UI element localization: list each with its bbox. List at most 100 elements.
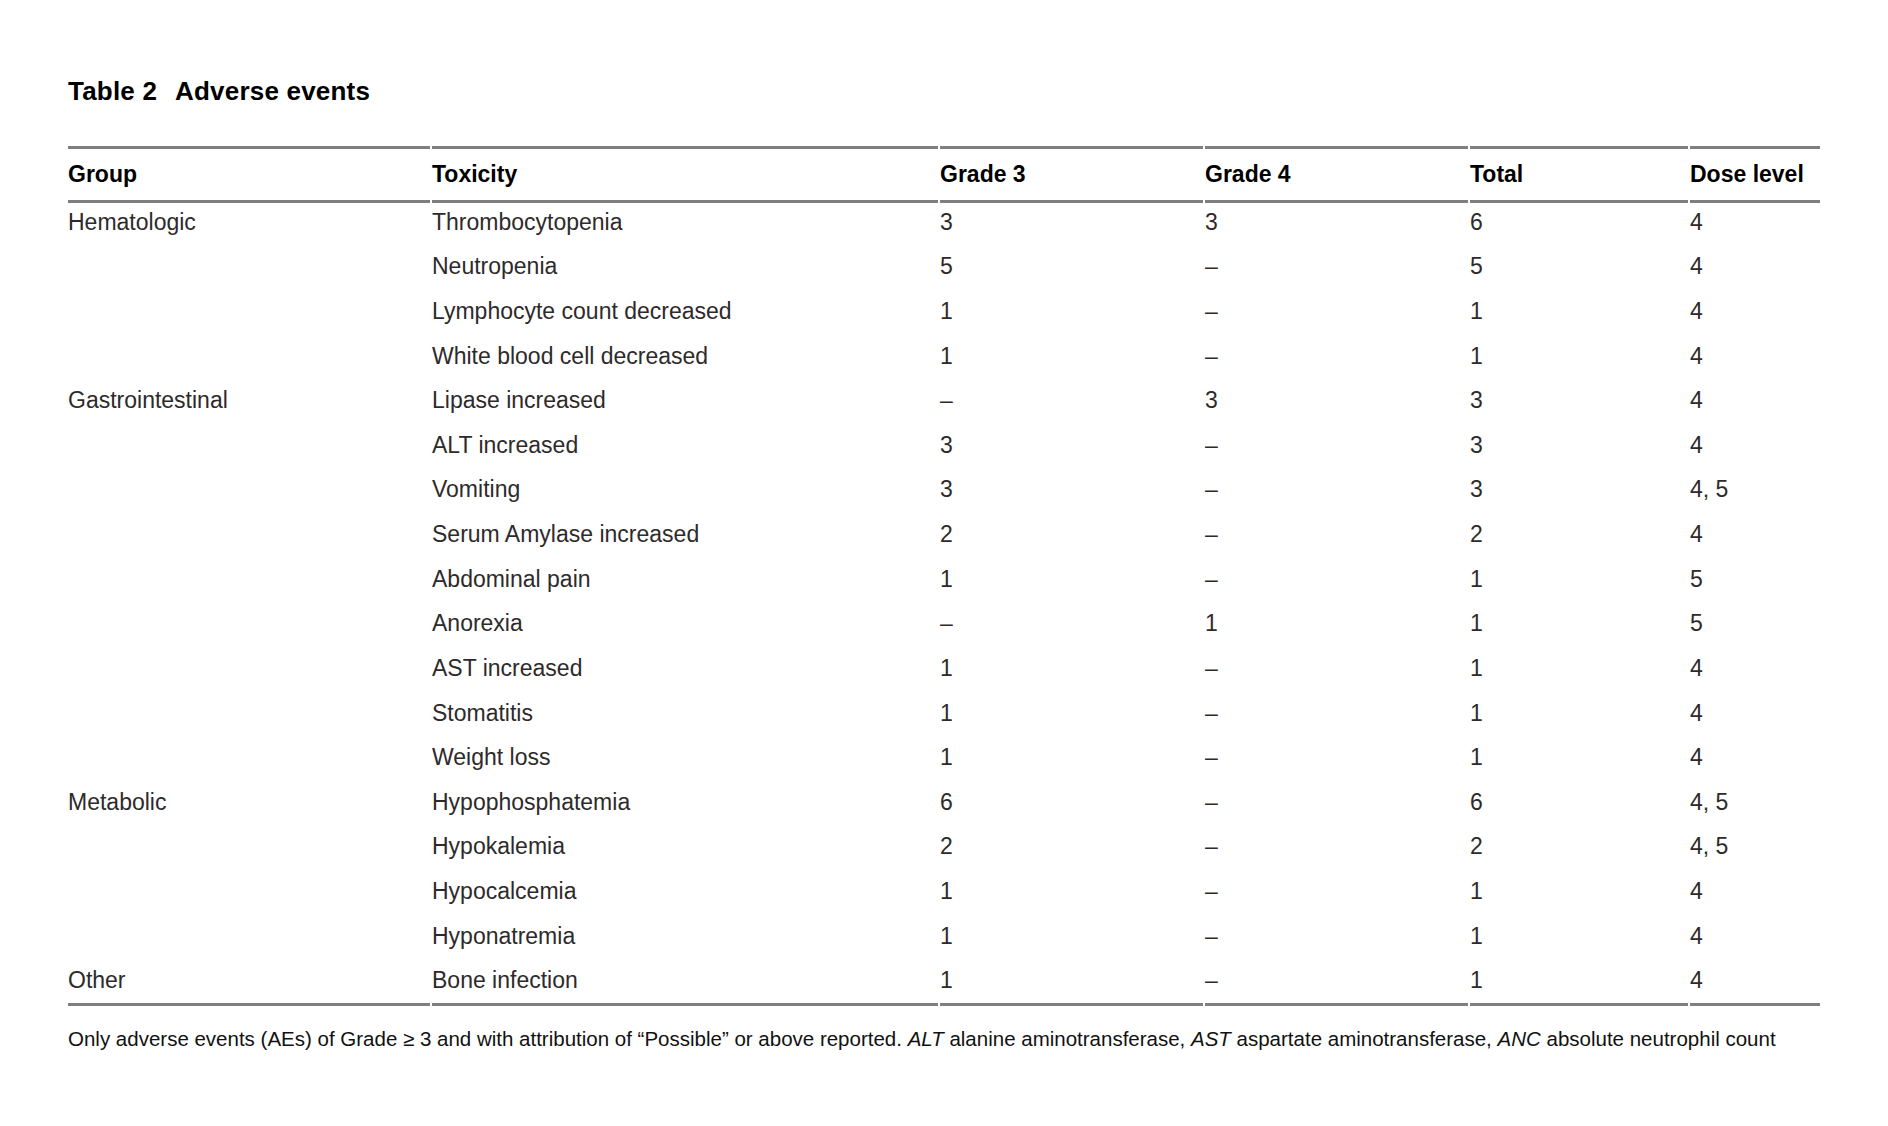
toxicity-cell: Lymphocyte count decreased bbox=[432, 298, 940, 325]
grade3-cell: 1 bbox=[940, 298, 1205, 325]
total-cell: 6 bbox=[1470, 209, 1690, 236]
total-cell: 1 bbox=[1470, 343, 1690, 370]
table-row: Hypokalemia2–24, 5 bbox=[68, 825, 1820, 870]
grade3-cell: – bbox=[940, 387, 1205, 414]
table-row: Weight loss1–14 bbox=[68, 735, 1820, 780]
grade3-cell: 1 bbox=[940, 923, 1205, 950]
total-cell: 1 bbox=[1470, 610, 1690, 637]
toxicity-cell: Neutropenia bbox=[432, 253, 940, 280]
grade3-cell: 1 bbox=[940, 566, 1205, 593]
total-cell: 1 bbox=[1470, 744, 1690, 771]
grade4-cell: – bbox=[1205, 744, 1470, 771]
toxicity-cell: Anorexia bbox=[432, 610, 940, 637]
table-row: Hyponatremia1–14 bbox=[68, 914, 1820, 959]
grade4-cell: – bbox=[1205, 521, 1470, 548]
grade4-cell: – bbox=[1205, 298, 1470, 325]
total-cell: 6 bbox=[1470, 789, 1690, 816]
column-header-group: Group bbox=[68, 161, 432, 188]
total-cell: 3 bbox=[1470, 432, 1690, 459]
table-row: GastrointestinalLipase increased–334 bbox=[68, 378, 1820, 423]
toxicity-cell: Hypokalemia bbox=[432, 833, 940, 860]
grade4-cell: – bbox=[1205, 923, 1470, 950]
grade3-cell: 2 bbox=[940, 521, 1205, 548]
table-row: White blood cell decreased1–14 bbox=[68, 334, 1820, 379]
dose-level-cell: 4 bbox=[1690, 298, 1820, 325]
column-header-toxicity: Toxicity bbox=[432, 161, 940, 188]
grade3-cell: 1 bbox=[940, 700, 1205, 727]
grade4-cell: – bbox=[1205, 789, 1470, 816]
group-cell: Gastrointestinal bbox=[68, 387, 432, 414]
dose-level-cell: 4 bbox=[1690, 923, 1820, 950]
total-cell: 5 bbox=[1470, 253, 1690, 280]
toxicity-cell: Stomatitis bbox=[432, 700, 940, 727]
grade3-cell: 1 bbox=[940, 744, 1205, 771]
group-cell: Hematologic bbox=[68, 209, 432, 236]
grade4-cell: – bbox=[1205, 655, 1470, 682]
toxicity-cell: Weight loss bbox=[432, 744, 940, 771]
paper-page: Table 2Adverse events Group Toxicity Gra… bbox=[0, 0, 1888, 1126]
table-body: HematologicThrombocytopenia3364Neutropen… bbox=[68, 200, 1820, 1003]
footnote-text: absolute neutrophil count bbox=[1541, 1027, 1776, 1050]
group-cell: Metabolic bbox=[68, 789, 432, 816]
toxicity-cell: Vomiting bbox=[432, 476, 940, 503]
dose-level-cell: 4 bbox=[1690, 343, 1820, 370]
grade3-cell: 2 bbox=[940, 833, 1205, 860]
footnote-abbreviation: ANC bbox=[1498, 1027, 1541, 1050]
toxicity-cell: Thrombocytopenia bbox=[432, 209, 940, 236]
grade3-cell: 1 bbox=[940, 967, 1205, 994]
table-title-label: Table 2 bbox=[68, 76, 157, 106]
footnote-text: Only adverse events (AEs) of Grade ≥ 3 a… bbox=[68, 1027, 908, 1050]
grade4-cell: – bbox=[1205, 432, 1470, 459]
grade4-cell: 3 bbox=[1205, 209, 1470, 236]
column-header-grade4: Grade 4 bbox=[1205, 161, 1470, 188]
grade4-cell: 3 bbox=[1205, 387, 1470, 414]
footnote-text: alanine aminotransferase, bbox=[944, 1027, 1191, 1050]
toxicity-cell: Hypophosphatemia bbox=[432, 789, 940, 816]
column-header-dose-level: Dose level bbox=[1690, 161, 1820, 188]
total-cell: 1 bbox=[1470, 566, 1690, 593]
toxicity-cell: Bone infection bbox=[432, 967, 940, 994]
grade4-cell: – bbox=[1205, 967, 1470, 994]
table-footnote: Only adverse events (AEs) of Grade ≥ 3 a… bbox=[68, 1020, 1820, 1057]
table-title: Table 2Adverse events bbox=[68, 76, 370, 107]
table-row: Lymphocyte count decreased1–14 bbox=[68, 289, 1820, 334]
table-row: HematologicThrombocytopenia3364 bbox=[68, 200, 1820, 245]
table-row: OtherBone infection1–14 bbox=[68, 958, 1820, 1003]
dose-level-cell: 4 bbox=[1690, 655, 1820, 682]
dose-level-cell: 4 bbox=[1690, 967, 1820, 994]
dose-level-cell: 4, 5 bbox=[1690, 789, 1820, 816]
table-row: Vomiting3–34, 5 bbox=[68, 468, 1820, 513]
toxicity-cell: Lipase increased bbox=[432, 387, 940, 414]
total-cell: 1 bbox=[1470, 298, 1690, 325]
grade4-cell: – bbox=[1205, 700, 1470, 727]
dose-level-cell: 4, 5 bbox=[1690, 833, 1820, 860]
grade3-cell: 3 bbox=[940, 209, 1205, 236]
grade4-cell: – bbox=[1205, 878, 1470, 905]
table-header-row: Group Toxicity Grade 3 Grade 4 Total Dos… bbox=[68, 149, 1820, 200]
table-bottom-rule bbox=[68, 1003, 1820, 1006]
column-header-total: Total bbox=[1470, 161, 1690, 188]
grade4-cell: 1 bbox=[1205, 610, 1470, 637]
grade3-cell: 5 bbox=[940, 253, 1205, 280]
dose-level-cell: 4 bbox=[1690, 253, 1820, 280]
dose-level-cell: 4 bbox=[1690, 387, 1820, 414]
dose-level-cell: 4 bbox=[1690, 521, 1820, 548]
group-cell: Other bbox=[68, 967, 432, 994]
table-row: Stomatitis1–14 bbox=[68, 691, 1820, 736]
grade3-cell: 3 bbox=[940, 476, 1205, 503]
total-cell: 2 bbox=[1470, 521, 1690, 548]
grade4-cell: – bbox=[1205, 566, 1470, 593]
table-row: Abdominal pain1–15 bbox=[68, 557, 1820, 602]
dose-level-cell: 4 bbox=[1690, 432, 1820, 459]
total-cell: 1 bbox=[1470, 967, 1690, 994]
table-row: ALT increased3–34 bbox=[68, 423, 1820, 468]
table-row: AST increased1–14 bbox=[68, 646, 1820, 691]
footnote-abbreviation: ALT bbox=[908, 1027, 944, 1050]
grade3-cell: 6 bbox=[940, 789, 1205, 816]
column-header-grade3: Grade 3 bbox=[940, 161, 1205, 188]
dose-level-cell: 4, 5 bbox=[1690, 476, 1820, 503]
total-cell: 3 bbox=[1470, 387, 1690, 414]
dose-level-cell: 4 bbox=[1690, 744, 1820, 771]
total-cell: 1 bbox=[1470, 923, 1690, 950]
toxicity-cell: White blood cell decreased bbox=[432, 343, 940, 370]
